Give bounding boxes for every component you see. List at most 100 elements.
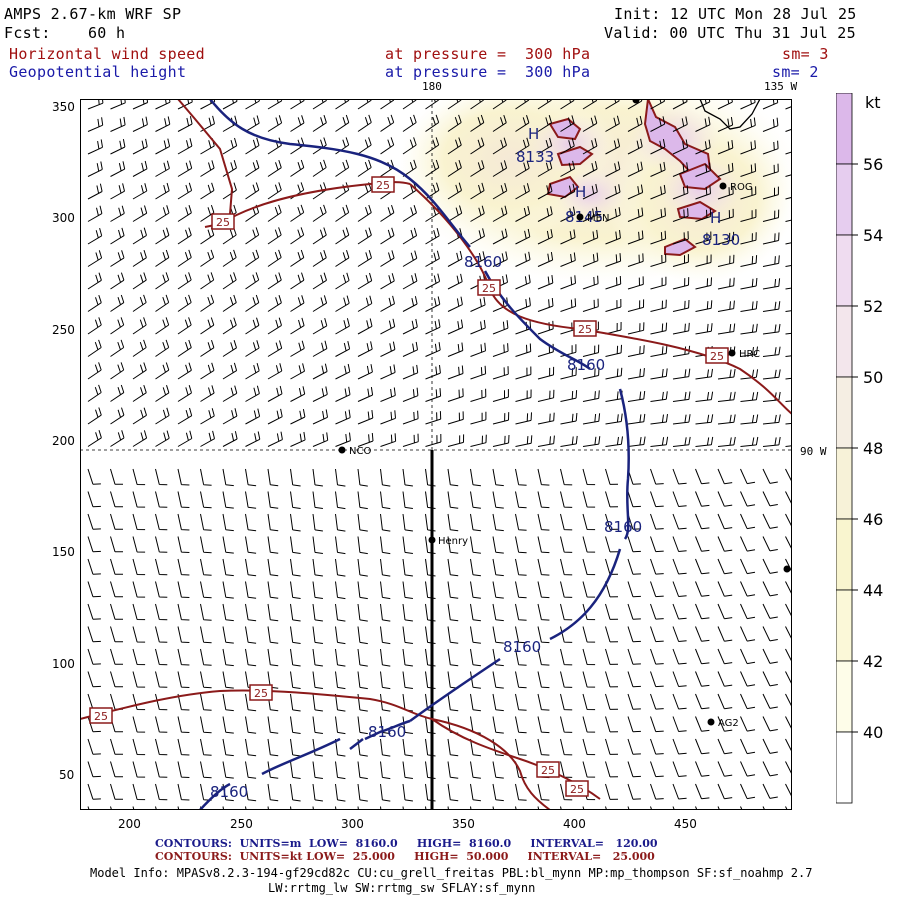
- wind-barb: [267, 249, 282, 267]
- height-label: 8160: [604, 518, 642, 536]
- wind-barb: [695, 783, 710, 800]
- wind-barb: [717, 162, 734, 177]
- wind-barb: [717, 369, 736, 380]
- wind-barb: [357, 410, 374, 425]
- wind-barb: [290, 363, 305, 380]
- wind-barb: [650, 276, 667, 290]
- wind-barb: [290, 716, 301, 734]
- wind-barb: [717, 208, 734, 222]
- wind-barb: [312, 603, 323, 622]
- wind-barb: [177, 430, 193, 447]
- wind-barb: [357, 272, 373, 290]
- wind-barb: [560, 435, 578, 447]
- wind-barb: [447, 411, 464, 425]
- wind-barb: [155, 716, 168, 733]
- wind-barb: [380, 295, 395, 312]
- wind-barb: [582, 115, 598, 132]
- wind-barb: [447, 205, 463, 222]
- wind-barb: [672, 513, 687, 530]
- wind-barb: [650, 761, 664, 778]
- wind-barb: [335, 204, 350, 222]
- wind-barb: [380, 513, 391, 532]
- wind-barb: [695, 558, 710, 575]
- wind-barb: [200, 693, 212, 711]
- wind-barb: [650, 626, 664, 643]
- wind-barb: [492, 434, 510, 447]
- wind-barb: [537, 99, 552, 110]
- footer-interval: INTERVAL= 120.00: [530, 837, 658, 850]
- wind-barb: [515, 366, 532, 380]
- wind-barb: [357, 318, 373, 335]
- wind-barb: [87, 536, 101, 553]
- wind-barb: [740, 186, 757, 200]
- wind-barb: [537, 671, 550, 689]
- wind-barb: [87, 783, 101, 800]
- wind-barb: [87, 183, 103, 200]
- wind-barb: [515, 716, 527, 734]
- wind-barb: [245, 581, 257, 599]
- speed-label-box: 25: [536, 761, 560, 778]
- wind-barb: [87, 139, 103, 155]
- colorbar-label: 48: [863, 439, 883, 458]
- wind-barb: [785, 806, 788, 810]
- wind-barb: [717, 300, 735, 312]
- wind-barb: [447, 99, 462, 110]
- colorbar-label: 52: [863, 297, 883, 316]
- wind-barb: [740, 346, 758, 357]
- wind-barb: [200, 430, 215, 447]
- wind-barb: [87, 227, 103, 245]
- wind-barb: [155, 182, 170, 200]
- wind-barb: [335, 603, 346, 622]
- wind-barb: [650, 116, 666, 132]
- wind-barb: [470, 137, 485, 155]
- wind-barb: [695, 671, 710, 687]
- wind-barb: [177, 182, 193, 200]
- wind-barb: [695, 806, 698, 810]
- wind-barb: [695, 323, 713, 335]
- map-frame: [80, 99, 792, 810]
- wind-barb: [155, 362, 170, 380]
- y-tick: 250: [52, 323, 75, 337]
- wind-barb: [290, 783, 301, 802]
- wind-barb: [492, 228, 508, 245]
- wind-barb: [267, 204, 282, 222]
- wind-barb: [132, 317, 147, 335]
- wind-barb: [132, 407, 147, 425]
- wind-barb: [470, 491, 481, 509]
- wind-barb: [785, 242, 792, 245]
- wind-barb: [695, 300, 713, 312]
- wind-barb: [672, 277, 690, 290]
- wind-barb: [380, 318, 396, 335]
- wind-barb: [335, 363, 351, 380]
- wind-barb: [132, 738, 146, 756]
- wind-barb: [627, 671, 641, 688]
- wind-barb: [470, 693, 481, 712]
- wind-barb: [245, 491, 257, 509]
- wind-barb: [560, 671, 573, 688]
- wind-barb: [380, 716, 391, 735]
- wind-barb: [627, 184, 644, 200]
- wind-barb: [267, 626, 279, 644]
- speed-label: 25: [710, 350, 724, 363]
- speed-label-box: 25: [371, 176, 395, 193]
- wind-barb: [627, 436, 646, 447]
- wind-barb: [245, 408, 261, 425]
- wind-barb: [627, 491, 641, 508]
- wind-barb: [200, 491, 212, 509]
- wind-barb: [380, 491, 391, 510]
- wind-barb: [762, 414, 781, 425]
- y-tick: 100: [52, 657, 75, 671]
- wind-barb: [357, 99, 372, 110]
- wind-barb: [740, 648, 756, 665]
- wind-barb: [717, 277, 735, 290]
- wind-barb: [470, 388, 487, 402]
- wind-barb: [290, 115, 305, 132]
- wind-barb: [492, 603, 504, 622]
- model-info-line2: LW:rrtmg_lw SW:rrtmg_sw SFLAY:sf_mynn: [268, 881, 536, 895]
- wind-barb: [177, 761, 190, 778]
- wind-barb: [537, 558, 550, 576]
- wind-barb: [402, 227, 418, 245]
- wind-barb: [627, 253, 644, 267]
- wind-barb: [357, 432, 374, 447]
- wind-barb: [447, 434, 465, 447]
